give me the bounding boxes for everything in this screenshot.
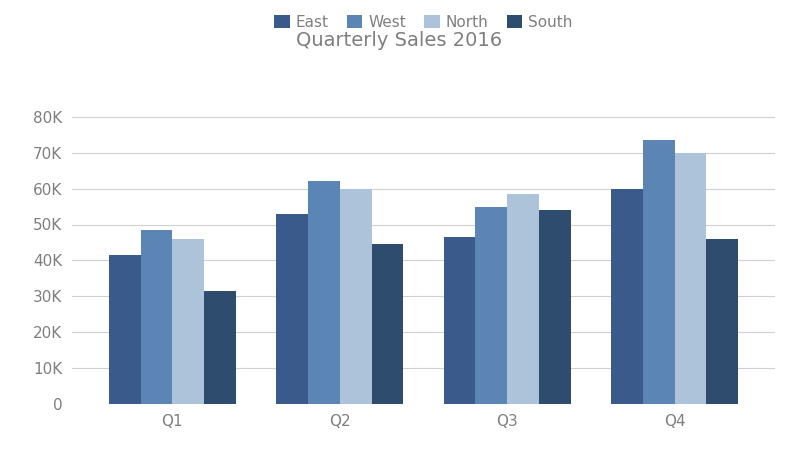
Bar bbox=[507, 194, 539, 404]
Bar bbox=[642, 140, 674, 404]
Bar bbox=[205, 291, 236, 404]
Bar bbox=[173, 239, 205, 404]
Bar bbox=[109, 255, 141, 404]
Bar bbox=[611, 189, 642, 404]
Bar bbox=[539, 210, 570, 404]
Bar bbox=[308, 181, 340, 404]
Legend: East, West, North, South: East, West, North, South bbox=[268, 9, 578, 36]
Text: Quarterly Sales 2016: Quarterly Sales 2016 bbox=[296, 31, 503, 50]
Bar bbox=[276, 214, 308, 404]
Bar bbox=[372, 244, 403, 404]
Bar bbox=[340, 189, 372, 404]
Bar bbox=[141, 230, 173, 404]
Bar bbox=[475, 207, 507, 404]
Bar bbox=[443, 237, 475, 404]
Bar bbox=[706, 239, 738, 404]
Bar bbox=[674, 153, 706, 404]
